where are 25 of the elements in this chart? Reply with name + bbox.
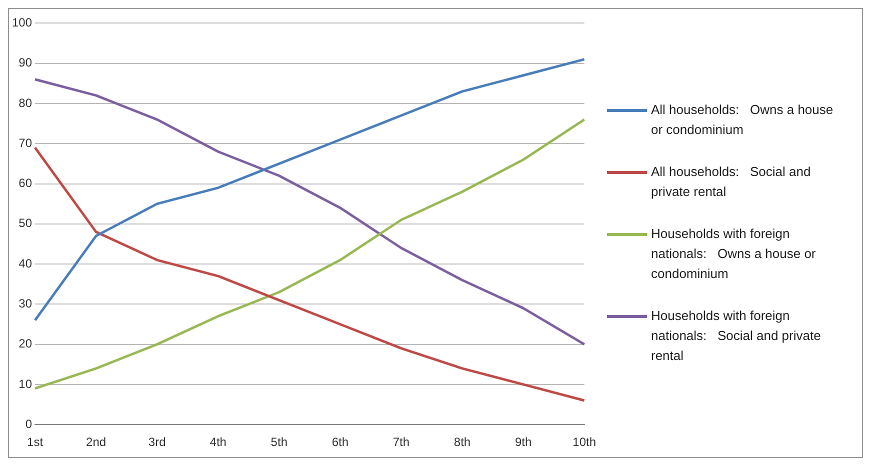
y-tick-label: 50 bbox=[18, 216, 32, 230]
legend-label: All households: Owns a house or condominium bbox=[651, 101, 834, 139]
y-tick-label: 10 bbox=[18, 376, 32, 391]
x-tick-label: 5th bbox=[270, 435, 288, 450]
x-tick-label: 7th bbox=[392, 435, 410, 450]
x-tick-label: 3rd bbox=[148, 435, 166, 450]
legend-label: Households with foreign nationals: Owns a house or condominium bbox=[651, 225, 817, 283]
y-tick-label: 60 bbox=[18, 176, 32, 190]
y-tick-label: 100 bbox=[12, 16, 32, 30]
x-tick-label: 10th bbox=[572, 435, 596, 450]
y-tick-label: 30 bbox=[18, 296, 32, 310]
y-tick-label: 70 bbox=[18, 136, 32, 150]
y-tick-label: 40 bbox=[18, 256, 32, 270]
y-tick-label: 90 bbox=[18, 56, 32, 70]
y-tick-label: 20 bbox=[18, 336, 32, 351]
legend-label: All households: Social and private rental bbox=[651, 163, 812, 201]
x-tick-label: 2nd bbox=[86, 435, 106, 450]
y-tick-label: 0 bbox=[25, 416, 32, 431]
x-tick-label: 9th bbox=[514, 435, 532, 450]
x-tick-label: 1st bbox=[27, 435, 44, 450]
x-tick-label: 6th bbox=[332, 435, 349, 450]
x-tick-label: 4th bbox=[210, 435, 226, 450]
x-tick-label: 8th bbox=[454, 435, 471, 450]
y-tick-label: 80 bbox=[18, 96, 32, 110]
legend-label: Households with foreign nationals: Social and private rental bbox=[651, 307, 822, 365]
